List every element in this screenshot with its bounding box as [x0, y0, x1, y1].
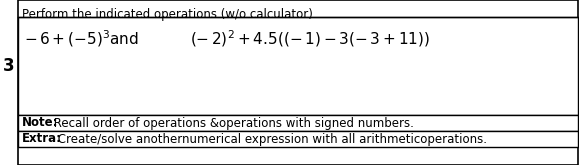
Text: Note:: Note: — [22, 116, 58, 130]
Text: Extra:: Extra: — [22, 132, 62, 146]
Text: Perform the indicated operations (w/o calculator).: Perform the indicated operations (w/o ca… — [22, 8, 317, 21]
Text: Recall order of operations &operations with signed numbers.: Recall order of operations &operations w… — [50, 116, 414, 130]
Bar — [18, 115, 578, 131]
Bar — [18, 131, 578, 147]
Text: $-\,6+(-5)^3$and: $-\,6+(-5)^3$and — [24, 28, 139, 49]
Text: $(-\,2)^2+4.5((-\,1)-3(-\,3+11))$: $(-\,2)^2+4.5((-\,1)-3(-\,3+11))$ — [190, 28, 430, 49]
Bar — [18, 17, 578, 115]
Text: 3: 3 — [3, 57, 15, 75]
Text: Create/solve anothernumerical expression with all arithmeticoperations.: Create/solve anothernumerical expression… — [54, 132, 487, 146]
